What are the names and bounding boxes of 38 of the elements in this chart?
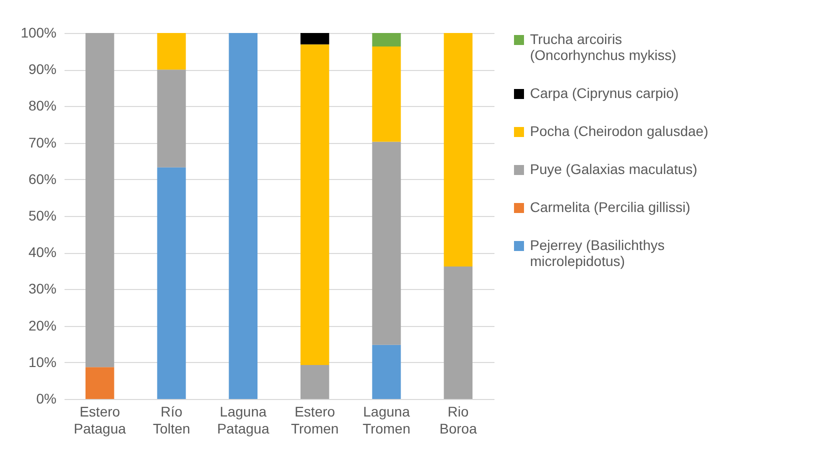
x-tick-label: Estero Patagua	[74, 404, 126, 436]
legend-label: Pejerrey (Basilichthys microlepidotus)	[530, 237, 665, 269]
y-tick-label: 10%	[28, 354, 56, 370]
legend-label: Carpa (Ciprynus carpio)	[530, 85, 679, 101]
bar	[372, 33, 401, 47]
y-tick-label: 90%	[28, 61, 56, 78]
bar	[157, 33, 186, 70]
bar	[444, 33, 472, 267]
bar	[86, 367, 114, 399]
bar	[157, 70, 186, 168]
bar	[444, 266, 472, 399]
legend-label: Pocha (Cheirodon galusdae)	[530, 123, 708, 139]
bar	[300, 364, 330, 399]
y-tick-label: 20%	[28, 317, 56, 334]
bar	[372, 46, 401, 142]
bar	[300, 44, 330, 365]
bar	[157, 167, 186, 399]
y-tick-label: 100%	[20, 24, 56, 40]
legend-label: Trucha arcoiris (Oncorhynchus mykiss)	[530, 31, 676, 63]
bar	[300, 33, 330, 44]
x-tick-label: Laguna Patagua	[217, 404, 270, 436]
x-tick-label: Río Tolten	[152, 404, 190, 436]
x-tick-label: Rio Boroa	[439, 404, 478, 436]
y-tick-label: 0%	[36, 390, 56, 406]
x-tick-label: Laguna Tromen	[362, 404, 410, 436]
x-tick-label: Estero Tromen	[290, 404, 339, 436]
y-tick-label: 30%	[28, 280, 56, 297]
bar	[228, 33, 258, 399]
legend-label: Carmelita (Percilia gillissi)	[530, 199, 690, 215]
bar	[372, 344, 401, 399]
bar	[372, 142, 401, 345]
y-tick-label: 80%	[28, 98, 56, 114]
bar	[86, 33, 114, 368]
legend-label: Puye (Galaxias maculatus)	[530, 161, 698, 177]
y-tick-label: 70%	[28, 134, 56, 150]
y-tick-label: 60%	[28, 170, 56, 187]
y-tick-label: 50%	[28, 208, 56, 224]
y-tick-label: 40%	[28, 244, 56, 260]
